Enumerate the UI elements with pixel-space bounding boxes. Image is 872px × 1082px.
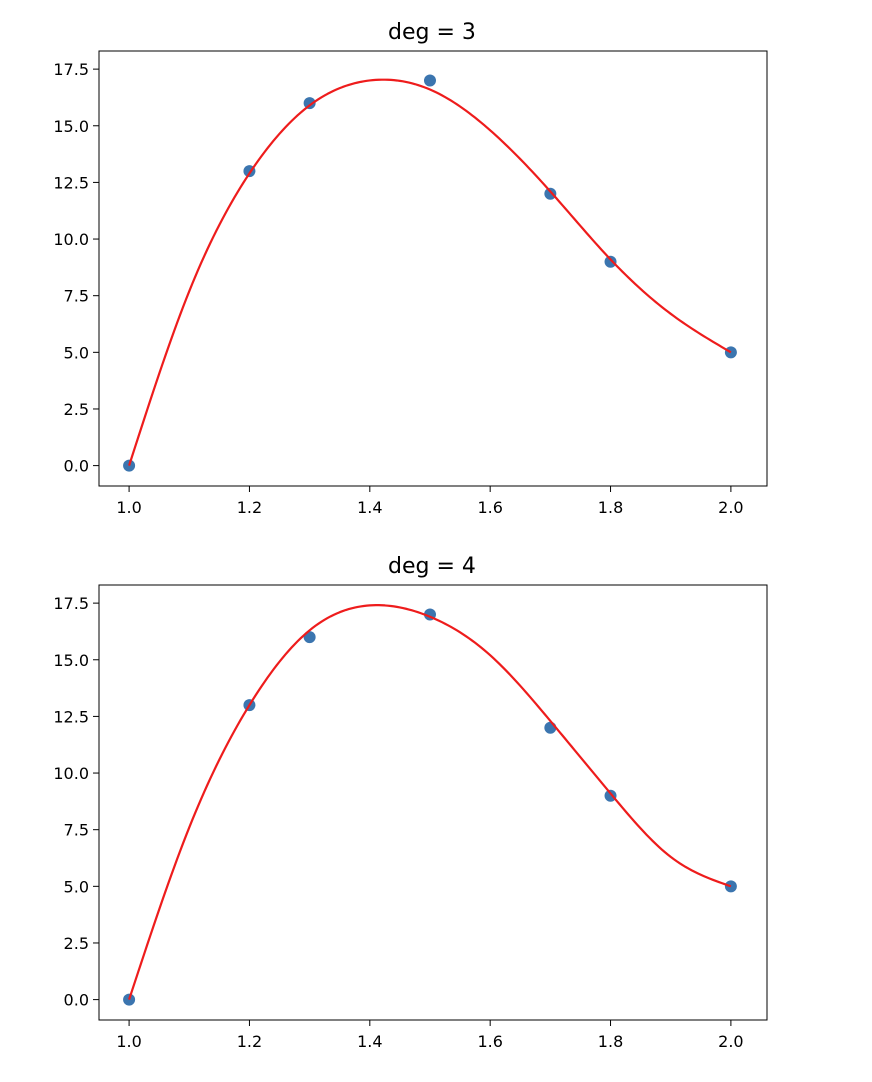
data-point	[724, 346, 737, 359]
y-tick-label: 0.0	[64, 991, 89, 1010]
axes-frame	[98, 584, 768, 1021]
x-tick-label: 1.2	[237, 498, 262, 517]
x-tick-label: 2.0	[718, 498, 743, 517]
y-tick-label: 10.0	[53, 230, 89, 249]
data-point	[724, 880, 737, 893]
plot-area: 1.0 1.2 1.4 1.6 1.8 2.0 0.0 2.5 5.0 7.5 10.0 12.5 15…	[53, 50, 768, 517]
chart-title: deg = 4	[388, 554, 476, 579]
x-tick-label: 1.4	[357, 1032, 382, 1051]
y-tick-label: 7.5	[64, 821, 89, 840]
y-tick-label: 12.5	[53, 707, 89, 726]
chart-title: deg = 3	[388, 20, 476, 45]
x-tick-label: 2.0	[718, 1032, 743, 1051]
x-tick-label: 1.6	[477, 1032, 502, 1051]
y-tick-label: 0.0	[64, 457, 89, 476]
x-tick-label: 1.8	[598, 1032, 623, 1051]
y-tick-label: 2.5	[64, 400, 89, 419]
y-tick-label: 5.0	[64, 343, 89, 362]
y-tick-label: 5.0	[64, 877, 89, 896]
fit-curve	[128, 78, 732, 466]
x-tick-label: 1.8	[598, 498, 623, 517]
x-tick-label: 1.2	[237, 1032, 262, 1051]
y-tick-label: 7.5	[64, 287, 89, 306]
x-tick-label: 1.4	[357, 498, 382, 517]
axes-frame	[98, 50, 768, 487]
x-tick-label: 1.0	[116, 498, 141, 517]
y-tick-label: 12.5	[53, 173, 89, 192]
data-point	[544, 721, 557, 734]
data-point	[604, 255, 617, 268]
data-point	[303, 97, 316, 110]
y-tick-label: 17.5	[53, 60, 89, 79]
fit-curve	[128, 604, 732, 1000]
y-tick-label: 15.0	[53, 651, 89, 670]
y-tick-label: 17.5	[53, 594, 89, 613]
plot-area: 1.0 1.2 1.4 1.6 1.8 2.0 0.0 2.5 5.0 7.5 10.0 12.5 15…	[53, 584, 768, 1051]
subplot-deg-4: deg = 4 1.0 1.2 1.4 1.6 1.8 2.0 0.0 2.5 5.0 7.5 10…	[53, 554, 768, 1051]
x-tick-label: 1.6	[477, 498, 502, 517]
y-tick-label: 15.0	[53, 117, 89, 136]
y-tick-label: 10.0	[53, 764, 89, 783]
y-tick-label: 2.5	[64, 934, 89, 953]
data-point	[544, 187, 557, 200]
data-point	[423, 74, 436, 87]
x-tick-label: 1.0	[116, 1032, 141, 1051]
subplot-deg-3: deg = 3 1.0 1.2 1.4 1.6 1.8 2.0 0.0 2.5 5.0 7.5 10…	[53, 20, 768, 517]
